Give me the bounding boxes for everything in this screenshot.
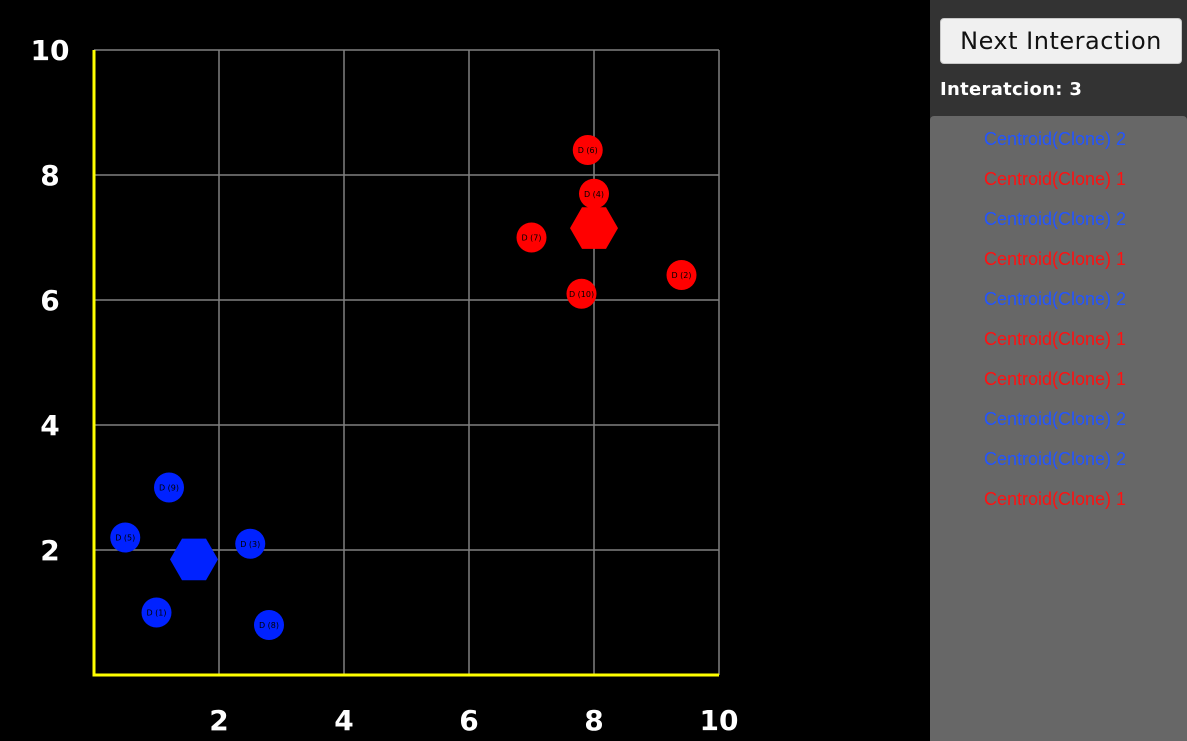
centroid-list-item: Centroid(Clone) 1 (984, 369, 1127, 389)
centroid-list-item: Centroid(Clone) 2 (984, 289, 1127, 309)
x-tick-label: 6 (459, 704, 478, 737)
data-point-label: D (5) (115, 534, 135, 543)
data-point (579, 178, 609, 209)
iteration-counter: Interatcion: 3 (940, 79, 1082, 100)
y-tick-label: 8 (40, 159, 59, 192)
x-tick-label: 10 (700, 704, 739, 737)
centroid-list-item: Centroid(Clone) 2 (984, 449, 1127, 469)
centroid-list-item: Centroid(Clone) 1 (984, 329, 1127, 349)
data-point (141, 597, 172, 628)
centroid-list-item: Centroid(Clone) 1 (984, 249, 1127, 269)
iteration-value: 3 (1069, 79, 1083, 100)
centroid-list-item: Centroid(Clone) 1 (984, 489, 1127, 509)
data-point-label: D (2) (671, 271, 691, 280)
centroid-list-item: Centroid(Clone) 1 (984, 169, 1127, 189)
data-point (254, 610, 284, 640)
data-point-label: D (9) (159, 484, 179, 493)
centroid-list-item: Centroid(Clone) 2 (984, 129, 1127, 149)
data-point (154, 472, 184, 503)
data-point (666, 260, 697, 290)
data-point-label: D (1) (146, 609, 166, 618)
side-panel: Next Interaction Interatcion: 3 Centroid… (930, 0, 1187, 741)
scatter-chart: 2 4 6 8 10 2 4 6 8 10 D (1) D (5) D (9) D (3) D (8) D (… (31, 34, 739, 737)
data-point (516, 222, 547, 253)
centroid-list[interactable]: Centroid(Clone) 2 Centroid(Clone) 1 Centro… (930, 116, 1187, 741)
centroid-list-item: Centroid(Clone) 2 (984, 409, 1127, 429)
y-tick-label: 4 (40, 409, 59, 442)
kmeans-plot: 2 4 6 8 10 2 4 6 8 10 D (1) D (5) D (9) D (3) D (8) D (… (30, 34, 739, 737)
centroid-hexagon (170, 538, 218, 581)
data-point (566, 278, 597, 309)
data-point-label: D (7) (521, 234, 541, 243)
next-interaction-button[interactable]: Next Interaction (940, 18, 1182, 64)
centroid-hexagon (570, 207, 618, 249)
y-tick-label: 2 (40, 534, 59, 567)
data-point-label: D (10) (569, 290, 594, 299)
data-point (110, 522, 141, 553)
x-tick-label: 8 (584, 704, 603, 737)
data-point-label: D (3) (240, 540, 260, 549)
data-point (572, 135, 603, 165)
data-point (235, 528, 266, 559)
y-tick-label: 10 (31, 34, 70, 67)
centroid-list-item: Centroid(Clone) 2 (984, 209, 1127, 229)
data-point-label: D (4) (584, 190, 604, 199)
x-tick-label: 2 (209, 704, 228, 737)
data-point-label: D (8) (259, 621, 279, 630)
y-tick-label: 6 (40, 284, 59, 317)
x-tick-label: 4 (334, 704, 353, 737)
data-point-label: D (6) (578, 146, 598, 155)
iteration-label: Interatcion: (940, 79, 1063, 100)
